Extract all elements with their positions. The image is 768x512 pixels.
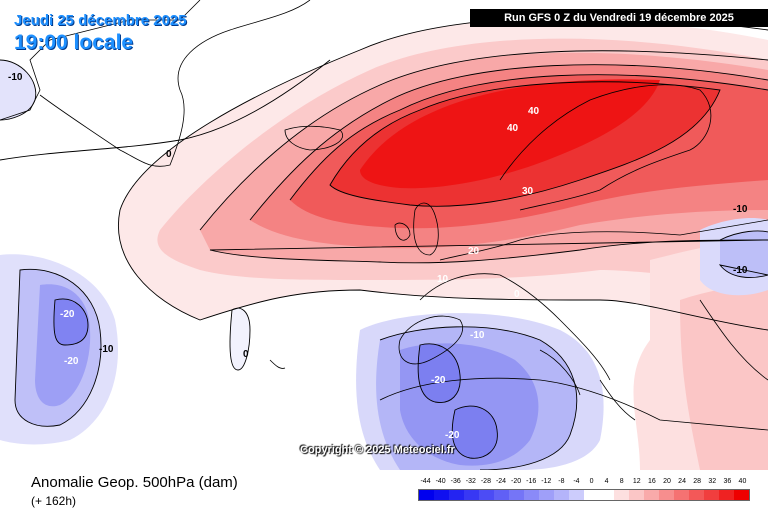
legend-label: -8: [558, 478, 565, 485]
legend-label: 40: [738, 478, 747, 485]
legend-swatch: [644, 490, 659, 500]
map-canvas: -10 0 40 40 30 20 10 0 -10 -10 -20 -10 -…: [0, 0, 768, 470]
legend-label: 32: [708, 478, 717, 485]
map-label: 20: [468, 246, 480, 257]
legend-label: 12: [632, 478, 641, 485]
legend-label: -12: [541, 478, 552, 485]
map-label: -20: [64, 356, 79, 367]
legend-swatch: [734, 490, 749, 500]
legend-swatch: [584, 490, 599, 500]
legend-swatch: [419, 490, 434, 500]
legend-swatch: [434, 490, 449, 500]
positive-anomaly-fill: [118, 18, 768, 470]
legend-label: 16: [648, 478, 656, 485]
map-label: 0: [514, 289, 520, 300]
legend-label: -16: [526, 478, 537, 485]
legend-label: -28: [480, 478, 491, 485]
legend-swatch: [689, 490, 704, 500]
map-label: -20: [431, 375, 446, 386]
coastlines: [0, 0, 768, 431]
legend-swatch: [479, 490, 494, 500]
legend-label: 28: [693, 478, 702, 485]
legend-swatch: [599, 490, 614, 500]
legend-label: 4: [604, 478, 609, 485]
legend-swatch: [674, 490, 689, 500]
map-label: -10: [733, 204, 748, 215]
legend-swatch: [614, 490, 629, 500]
map-label: 0: [243, 349, 249, 360]
legend-swatch: [629, 490, 644, 500]
legend-label: -36: [450, 478, 461, 485]
forecast-date: Jeudi 25 décembre 2025: [14, 12, 187, 29]
legend-label: -24: [495, 478, 507, 485]
legend-label: -44: [420, 478, 431, 485]
legend-label: 8: [619, 478, 624, 485]
map-label: -10: [733, 265, 748, 276]
map-labels: -10 0 40 40 30 20 10 0 -10 -10 -20 -10 -…: [8, 72, 748, 441]
legend-label: -20: [511, 478, 522, 485]
map-label: -20: [60, 309, 75, 320]
color-legend: [418, 489, 750, 501]
map-label: -10: [470, 330, 485, 341]
contour-lines: [0, 16, 768, 470]
legend-label: 24: [678, 478, 686, 485]
forecast-time: 19:00 locale: [14, 31, 134, 54]
legend-label: -32: [465, 478, 476, 485]
map-label: 0: [166, 149, 172, 160]
legend-swatch: [659, 490, 674, 500]
legend-swatch: [524, 490, 539, 500]
legend-swatch: [464, 490, 479, 500]
forecast-hour: (+ 162h): [31, 494, 77, 508]
legend-label: -40: [435, 478, 446, 485]
legend-swatch: [569, 490, 584, 500]
map-label: -10: [99, 344, 114, 355]
copyright-notice: Copyright © 2025 Meteociel.fr: [300, 444, 455, 456]
legend-swatch: [449, 490, 464, 500]
legend-swatch: [704, 490, 719, 500]
map-label: -20: [445, 430, 460, 441]
legend-swatch: [719, 490, 734, 500]
legend-label: 20: [663, 478, 671, 485]
map-label: 40: [507, 123, 519, 134]
legend-labels: -44 -40 -36 -32 -28 -24 -20 -16 -12 -8 -4 0 4 8 12 16 20…: [418, 478, 750, 488]
map-label: 40: [528, 106, 540, 117]
legend-label: 36: [723, 478, 732, 485]
map-label: 10: [437, 274, 449, 285]
footer: Anomalie Geop. 500hPa (dam) (+ 162h) -44…: [0, 470, 768, 512]
legend-swatch: [509, 490, 524, 500]
legend-label: -4: [573, 478, 580, 485]
run-info-banner: Run GFS 0 Z du Vendredi 19 décembre 2025: [470, 9, 768, 27]
map-label: 30: [522, 186, 534, 197]
legend-swatch: [539, 490, 554, 500]
map-label: -10: [8, 72, 23, 83]
legend-swatch: [554, 490, 569, 500]
legend-label: 0: [589, 478, 594, 485]
legend-swatch: [494, 490, 509, 500]
chart-title: Anomalie Geop. 500hPa (dam): [31, 474, 238, 491]
